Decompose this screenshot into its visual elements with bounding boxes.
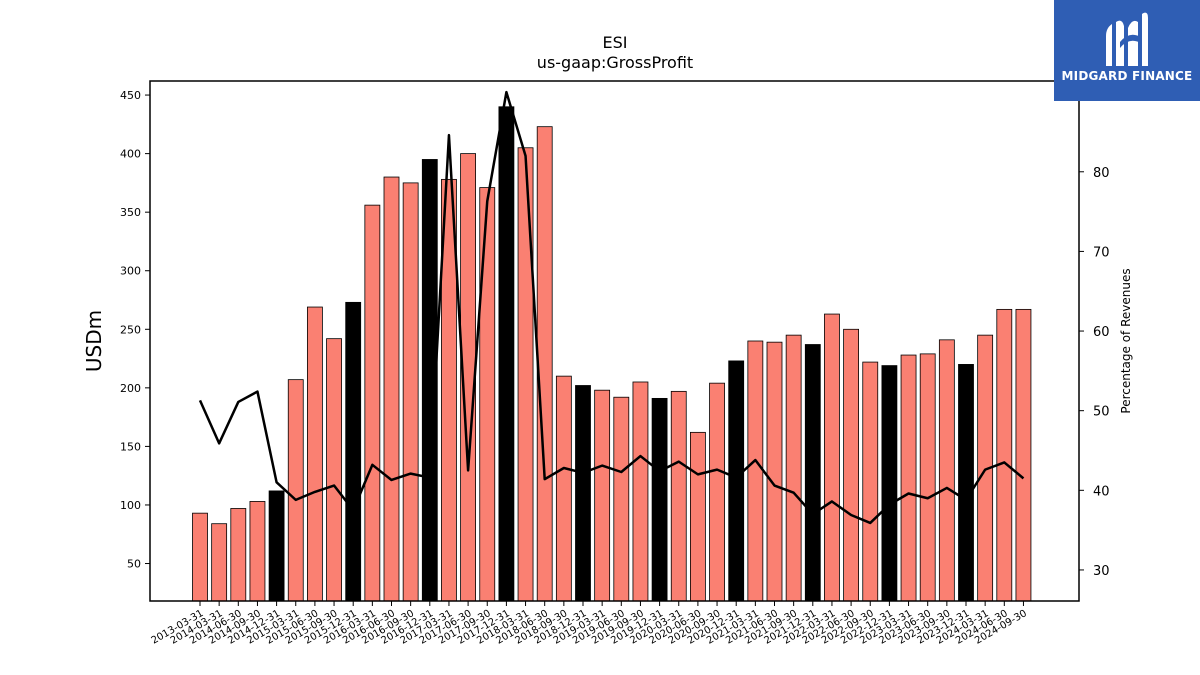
y-tick-label: 300 [120, 265, 141, 278]
y2-tick-label: 40 [1093, 484, 1110, 499]
bar-quarter [613, 396, 630, 602]
bar-quarter [632, 381, 649, 602]
bar-quarter [287, 379, 304, 602]
bar-fiscal-year [498, 106, 515, 602]
bar-quarter [766, 341, 783, 602]
bar-quarter [919, 353, 936, 602]
right-y-axis: 30405060708090 [1079, 86, 1110, 579]
y-tick-label: 50 [127, 558, 141, 571]
y2-axis-label: Percentage of Revenues [1119, 268, 1133, 413]
y2-tick-label: 60 [1093, 325, 1110, 340]
bar-quarter [843, 328, 859, 602]
bar-quarter [402, 182, 419, 602]
bar-fiscal-year [958, 364, 974, 602]
bar-quarter [996, 308, 1013, 602]
midgard-logo-icon [1106, 12, 1148, 67]
bar-fiscal-year [728, 360, 745, 602]
chart-subtitle: us-gaap:GrossProfit [537, 53, 693, 72]
bar-quarter [555, 375, 572, 602]
bar-quarter [536, 126, 553, 602]
bar-fiscal-year [345, 301, 362, 602]
y2-tick-label: 80 [1093, 166, 1110, 181]
bar-quarter [785, 334, 802, 602]
percentage-line [198, 90, 1025, 525]
bar-fiscal-year [268, 490, 285, 602]
bar-quarter [211, 523, 228, 602]
chart-title: ESI [603, 33, 628, 52]
y2-tick-label: 50 [1093, 405, 1110, 420]
bar-quarter [479, 187, 496, 602]
x-axis: 2013-03-312014-03-312014-06-302014-09-30… [150, 601, 1029, 647]
bar-fiscal-year [651, 397, 668, 602]
bar-quarter [594, 389, 611, 602]
bar-quarter [192, 512, 208, 602]
y-tick-label: 450 [120, 89, 141, 102]
bar-quarter [747, 340, 764, 602]
left-y-axis: 50 100 150 200 250 300 350 400 450 [120, 89, 150, 571]
bar-quarter [364, 204, 381, 602]
y2-tick-label: 70 [1093, 245, 1110, 260]
bar-quarter [824, 313, 840, 602]
y2-tick-label: 30 [1093, 564, 1110, 579]
y-tick-label: 150 [120, 440, 141, 453]
bar-quarter [517, 147, 534, 602]
y-tick-label: 400 [120, 148, 141, 161]
y-axis-label: USDm [82, 310, 106, 372]
bar-fiscal-year [881, 365, 898, 602]
bar-fiscal-year [804, 344, 821, 602]
plot-frame [149, 80, 1080, 602]
bar-quarter [900, 354, 917, 602]
bar-quarter [690, 431, 706, 602]
y-tick-label: 200 [120, 382, 141, 395]
percentage-line-series [198, 90, 1025, 525]
y-tick-label: 350 [120, 206, 141, 219]
bar-series [192, 106, 1032, 602]
bar-quarter [670, 390, 687, 602]
bar-quarter [938, 339, 955, 602]
bar-quarter [306, 306, 323, 602]
bar-quarter [1015, 308, 1032, 602]
brand-logo: MIDGARD FINANCE [1054, 0, 1200, 101]
bar-fiscal-year [575, 385, 591, 602]
bar-quarter [862, 361, 879, 602]
brand-name: MIDGARD FINANCE [1061, 69, 1193, 83]
bar-quarter [709, 382, 725, 602]
y-tick-label: 250 [120, 323, 141, 336]
bar-quarter [326, 338, 342, 602]
bar-quarter [383, 176, 400, 602]
bar-quarter [230, 508, 247, 602]
bar-quarter [249, 501, 266, 602]
y-tick-label: 100 [120, 499, 141, 512]
